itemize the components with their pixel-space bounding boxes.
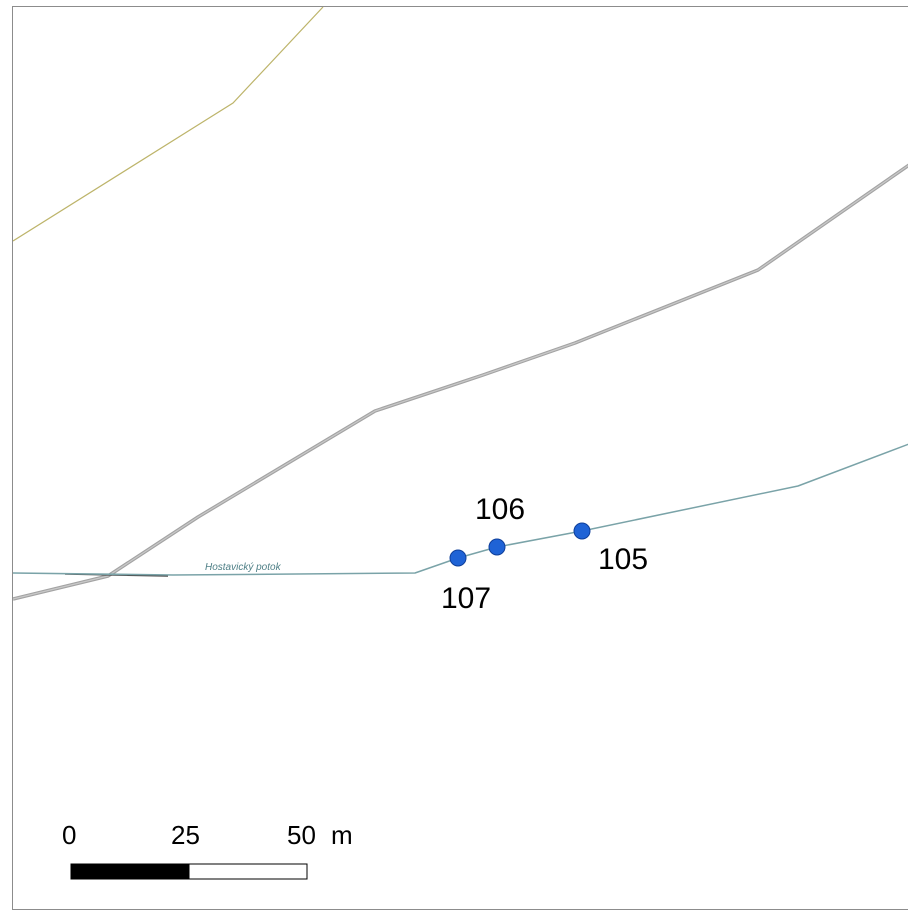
sampling-point-105[interactable] [573,522,591,540]
map-canvas[interactable]: Hostavický potok 105 106 107 0 25 50 m [13,7,908,910]
point-label-107: 107 [441,582,491,615]
scale-bar-white-segment [188,863,308,880]
road-line-highlight [13,164,908,600]
stream-name-label: Hostavický potok [205,562,282,573]
sampling-point-106[interactable] [488,538,506,556]
scale-bar-black-segment [70,863,190,880]
boundary-line [13,7,324,242]
scale-unit: m [331,820,353,850]
sampling-point-107[interactable] [449,549,467,567]
point-label-106: 106 [475,493,525,526]
scale-tick-0: 0 [62,820,76,850]
point-label-105: 105 [598,543,648,576]
scale-bar: 0 25 50 m [62,820,353,880]
scale-tick-25: 25 [171,820,200,850]
map-frame[interactable]: Hostavický potok 105 106 107 0 25 50 m [12,6,908,910]
scale-tick-50: 50 [287,820,316,850]
